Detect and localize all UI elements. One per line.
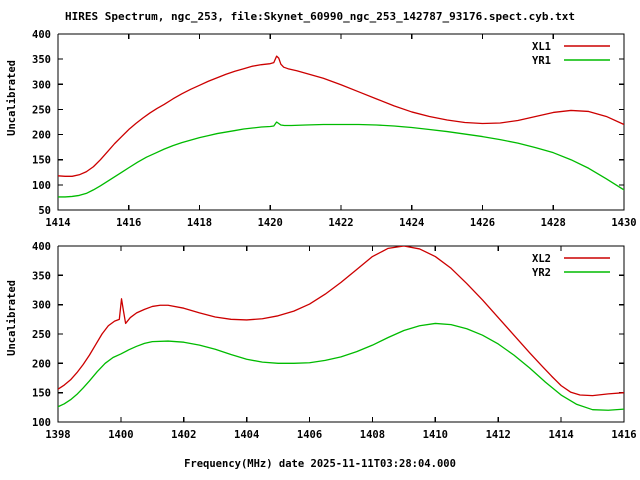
x-tick-label: 1402 — [171, 429, 196, 441]
y-tick-label: 100 — [32, 180, 51, 192]
y-tick-label: 200 — [32, 130, 51, 142]
plot-svg-top: 50 100 150 200 250 300 350 400 1414 1416 1418 1420 1… — [32, 29, 637, 229]
series-line-xl1 — [58, 55, 624, 177]
x-tick-label: 1416 — [611, 429, 636, 441]
legend-label-xl2[interactable]: XL2 — [532, 253, 551, 265]
x-tick-label: 1428 — [541, 217, 566, 229]
y-tick-label: 350 — [32, 270, 51, 282]
x-tick-label: 1430 — [611, 217, 636, 229]
page-title: HIRES Spectrum, ngc_253, file:Skynet_609… — [65, 10, 575, 23]
x-tick-label: 1426 — [470, 217, 495, 229]
y-tick-label: 50 — [38, 205, 51, 217]
x-axis-label: Frequency(MHz) date 2025-11-11T03:28:04.… — [184, 458, 456, 470]
legend-label-yr2[interactable]: YR2 — [532, 267, 551, 279]
legend-label-yr1[interactable]: YR1 — [532, 55, 551, 67]
y-tick-label: 300 — [32, 79, 51, 91]
chart-panel-bottom: 100 150 200 250 300 350 400 1398 1400 1402 1404 140… — [0, 240, 640, 452]
y-tick-label: 400 — [32, 29, 51, 41]
y-tick-label: 350 — [32, 54, 51, 66]
x-tick-label: 1410 — [423, 429, 448, 441]
y-tick-label: 150 — [32, 155, 51, 167]
x-tick-label: 1412 — [486, 429, 511, 441]
x-tick-label: 1424 — [399, 217, 424, 229]
x-tick-label: 1408 — [360, 429, 385, 441]
x-tick-label: 1418 — [187, 217, 212, 229]
chart-panel-top: 50 100 150 200 250 300 350 400 1414 1416 1418 1420 1… — [0, 28, 640, 240]
x-tick-label: 1420 — [258, 217, 283, 229]
x-tick-label: 1416 — [116, 217, 141, 229]
legend-label-xl1[interactable]: XL1 — [532, 41, 551, 53]
x-tick-label: 1414 — [45, 217, 70, 229]
y-tick-label: 200 — [32, 358, 51, 370]
series-line-yr1 — [58, 121, 624, 198]
x-tick-label: 1400 — [108, 429, 133, 441]
y-tick-label: 150 — [32, 388, 51, 400]
y-tick-label: 250 — [32, 104, 51, 116]
series-line-yr2 — [58, 322, 624, 411]
y-tick-label: 400 — [32, 241, 51, 253]
x-tick-label: 1404 — [234, 429, 259, 441]
plot-svg-bottom: 100 150 200 250 300 350 400 1398 1400 1402 1404 140… — [32, 241, 637, 441]
x-tick-label: 1422 — [328, 217, 353, 229]
x-tick-label: 1406 — [297, 429, 322, 441]
series-line-xl2 — [58, 246, 624, 397]
x-tick-label: 1414 — [548, 429, 573, 441]
y-tick-label: 250 — [32, 329, 51, 341]
y-tick-label: 300 — [32, 300, 51, 312]
y-tick-label: 100 — [32, 417, 51, 429]
x-tick-label: 1398 — [45, 429, 70, 441]
